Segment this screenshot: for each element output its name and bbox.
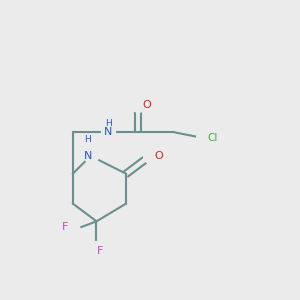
Text: O: O <box>142 100 151 110</box>
Text: F: F <box>62 222 68 232</box>
Text: F: F <box>97 246 103 256</box>
Text: N: N <box>83 151 92 161</box>
Text: N: N <box>104 127 112 137</box>
Text: O: O <box>154 151 163 161</box>
Text: Cl: Cl <box>207 133 218 143</box>
Text: H: H <box>105 119 112 128</box>
Text: H: H <box>84 135 91 144</box>
